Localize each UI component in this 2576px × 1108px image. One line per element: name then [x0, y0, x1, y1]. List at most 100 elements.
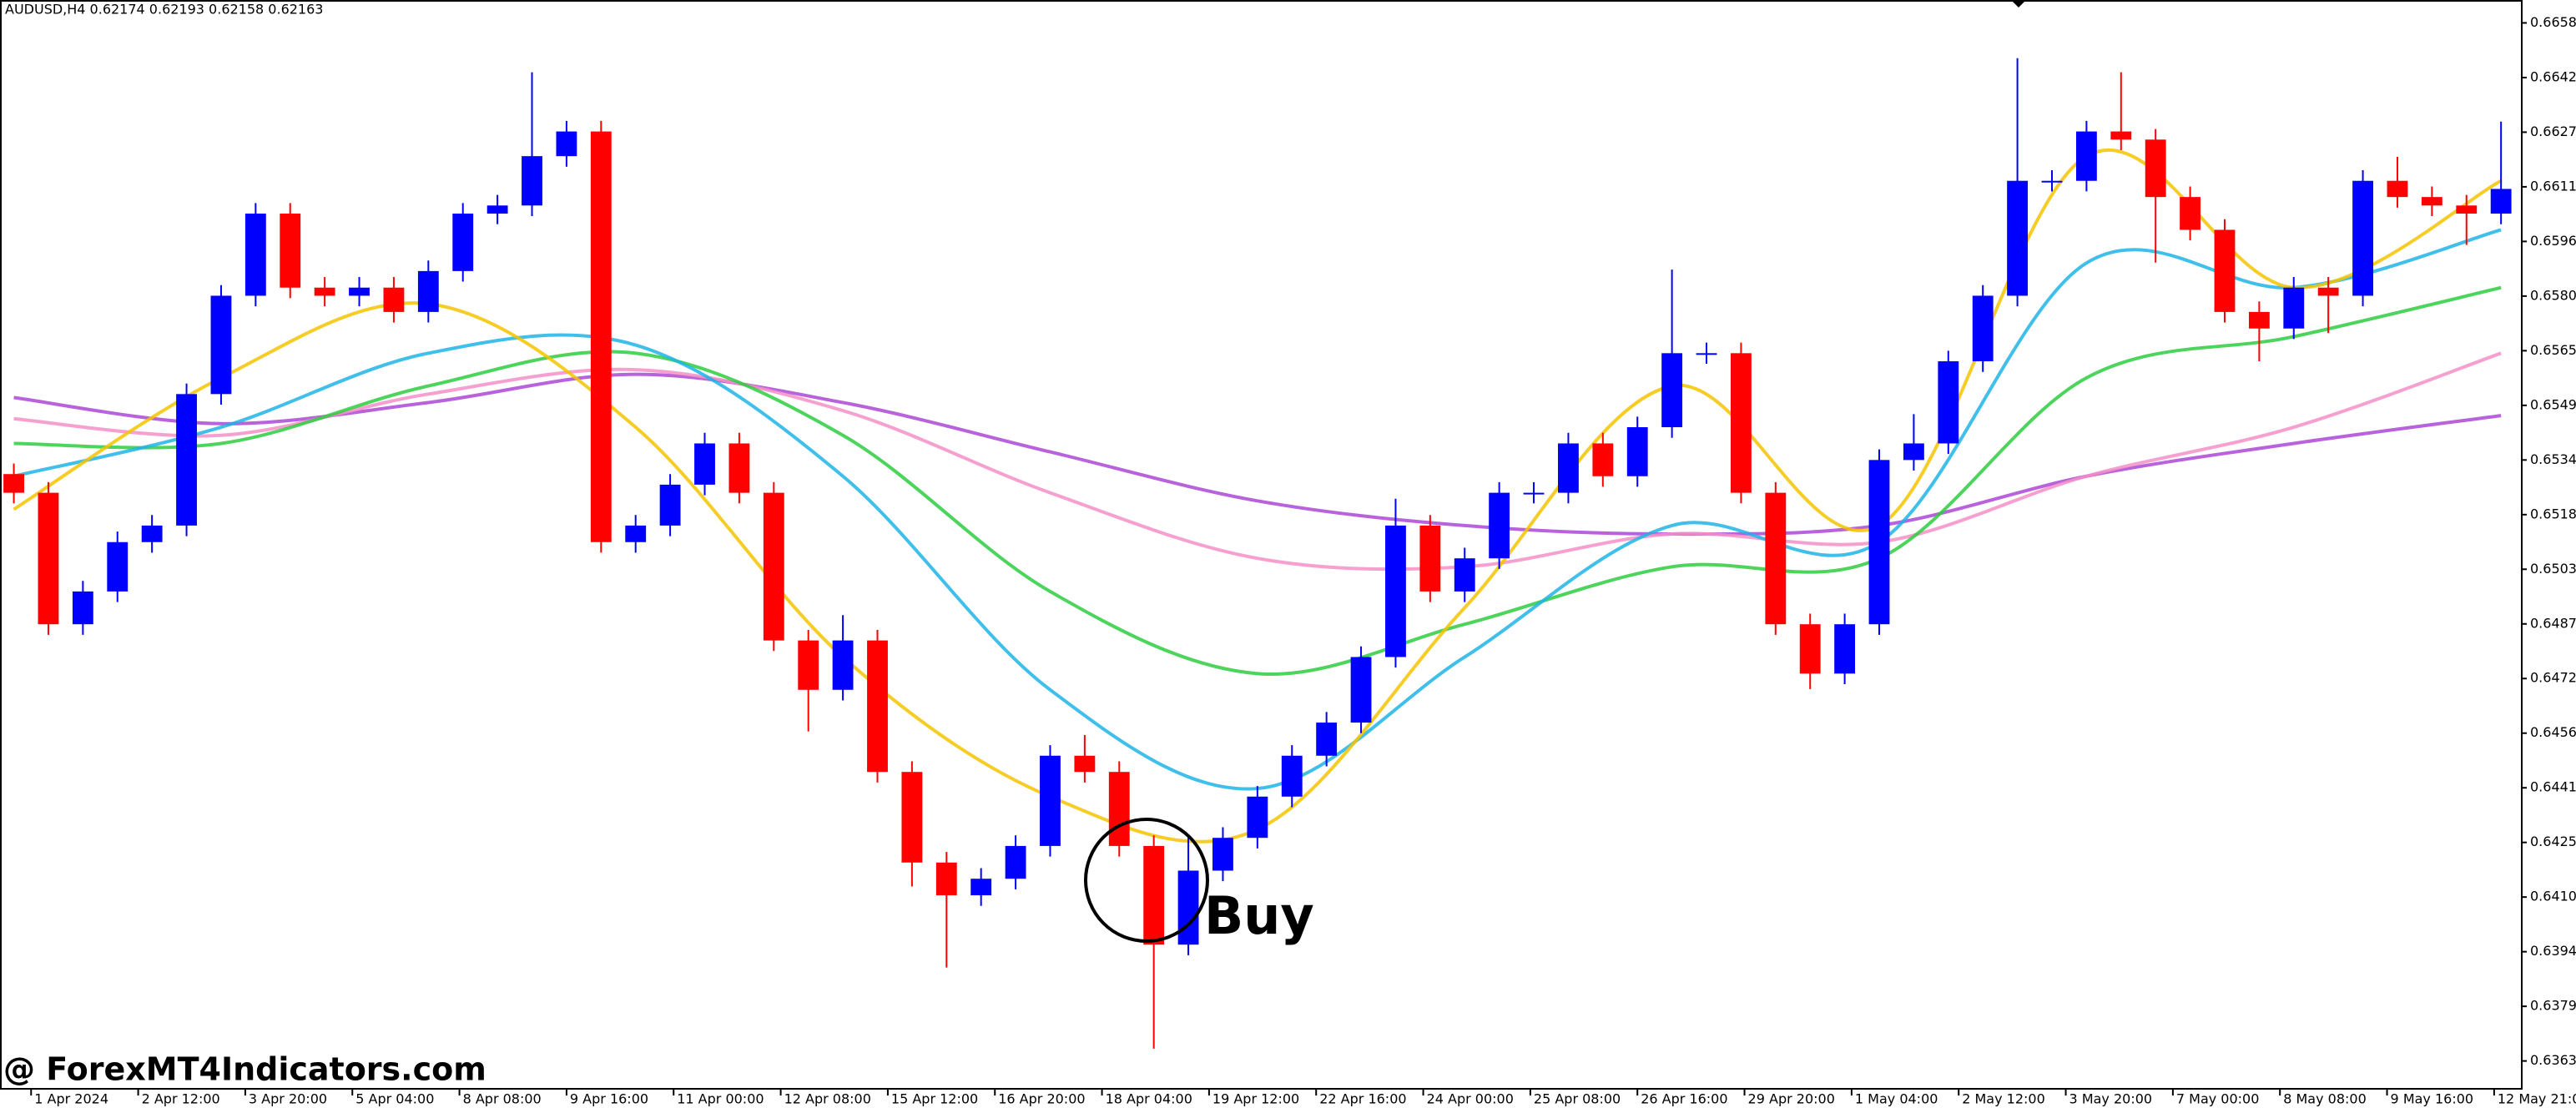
candle-body	[1385, 525, 1406, 657]
candle-body	[280, 214, 301, 288]
y-tick-label: 0.65805	[2530, 287, 2576, 303]
candle-body	[349, 287, 370, 296]
x-tick-label: 29 Apr 20:00	[1748, 1091, 1835, 1107]
x-tick-label: 15 Apr 12:00	[891, 1091, 978, 1107]
candle-body	[3, 474, 24, 493]
candle-body	[556, 131, 577, 157]
candles	[3, 58, 2512, 1049]
x-tick-label: 11 Apr 00:00	[677, 1091, 764, 1107]
candle-body	[1281, 755, 1303, 797]
candle-body	[1661, 353, 1683, 428]
candle-body	[2110, 131, 2132, 140]
candle-body	[1143, 845, 1165, 945]
x-tick-label: 8 Apr 08:00	[463, 1091, 542, 1107]
candle-body	[1972, 295, 1994, 362]
candle-body	[935, 862, 957, 896]
x-tick-label: 1 May 04:00	[1855, 1091, 1938, 1107]
y-tick-label: 0.64875	[2530, 615, 2576, 631]
candle-body	[2283, 287, 2305, 329]
candle-body	[244, 214, 266, 296]
candle-body	[2317, 287, 2339, 296]
candle-body	[1938, 361, 1959, 444]
candle-body	[1696, 353, 1717, 355]
candle-body	[2007, 180, 2029, 296]
candle-body	[2041, 180, 2063, 183]
x-tick-label: 2 Apr 12:00	[142, 1091, 220, 1107]
x-tick-label: 18 Apr 04:00	[1106, 1091, 1192, 1107]
candle-body	[452, 214, 474, 271]
chart-header: AUDUSD,H4 0.62174 0.62193 0.62158 0.6216…	[5, 2, 323, 18]
candle-body	[1074, 755, 1096, 773]
candle-body	[417, 270, 439, 312]
candle-body	[1489, 492, 1510, 559]
candle-body	[1626, 427, 1648, 476]
candle-body	[901, 772, 923, 863]
candle-body	[1868, 460, 1890, 625]
candle-body	[1592, 443, 1614, 476]
buy-circle	[1084, 818, 1209, 943]
y-tick-label: 0.64565	[2530, 724, 2576, 740]
x-tick-label: 8 May 08:00	[2283, 1091, 2367, 1107]
x-tick-label: 7 May 00:00	[2176, 1091, 2260, 1107]
candle-body	[2456, 205, 2478, 214]
candle-body	[590, 131, 612, 542]
x-tick-label: 25 Apr 08:00	[1534, 1091, 1621, 1107]
candle-body	[763, 492, 784, 641]
indicator-line	[13, 351, 2502, 572]
candle-body	[798, 640, 819, 690]
candle-body	[522, 156, 542, 206]
x-tick-label: 26 Apr 16:00	[1641, 1091, 1727, 1107]
candle-body	[383, 287, 405, 312]
candle-body	[2248, 311, 2270, 329]
candle-body	[1108, 772, 1130, 846]
x-tick-label: 24 Apr 00:00	[1427, 1091, 1514, 1107]
candle-body	[1558, 443, 1579, 493]
candle-body	[1247, 796, 1268, 839]
candle-body	[2214, 229, 2236, 312]
candle-body	[2352, 180, 2373, 296]
candle-body	[2075, 131, 2097, 181]
candle-body	[2387, 180, 2408, 198]
shift-marker	[2011, 0, 2026, 8]
candle-body	[1834, 624, 1856, 674]
x-tick-label: 22 Apr 16:00	[1319, 1091, 1406, 1107]
candle-body	[38, 492, 59, 625]
candle-body	[2180, 197, 2201, 230]
buy-label: Buy	[1204, 885, 1314, 946]
candle-body	[107, 541, 129, 592]
x-tick-label: 19 Apr 12:00	[1212, 1091, 1299, 1107]
plot-frame	[0, 0, 2523, 1090]
candle-body	[1731, 353, 1752, 493]
candle-body	[659, 484, 681, 526]
y-tick-label: 0.65185	[2530, 506, 2576, 521]
candle-body	[1177, 870, 1199, 945]
candle-body	[1350, 657, 1372, 723]
x-tick-label: 12 Apr 08:00	[784, 1091, 871, 1107]
candle-body	[314, 287, 335, 296]
candle-body	[141, 525, 163, 542]
indicator-line	[13, 285, 2502, 676]
candle-body	[176, 394, 197, 526]
candle-body	[1040, 755, 1061, 846]
candle-body	[832, 640, 854, 690]
candle-body	[1799, 624, 1821, 674]
candle-body	[625, 525, 647, 542]
candle-body	[1316, 723, 1338, 756]
candle-body	[1419, 525, 1441, 592]
y-tick-label: 0.64255	[2530, 834, 2576, 849]
candle-body	[72, 591, 93, 625]
x-tick-label: 12 May 21:05	[2498, 1091, 2576, 1107]
x-tick-label: 1 Apr 2024	[34, 1091, 108, 1107]
x-tick-label: 2 May 12:00	[1962, 1091, 2045, 1107]
x-tick-label: 9 May 16:00	[2391, 1091, 2474, 1107]
